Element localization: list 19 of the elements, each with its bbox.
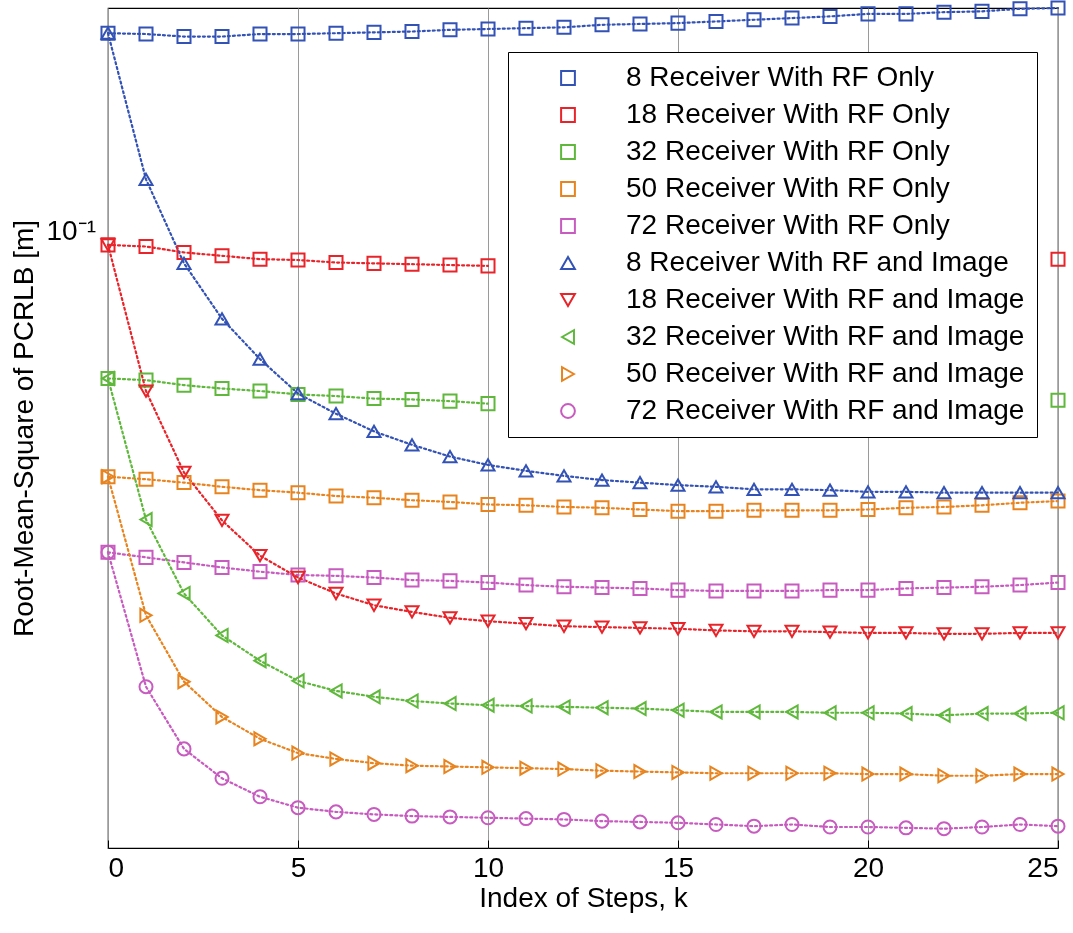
legend-label: 18 Receiver With RF and Image bbox=[626, 283, 1025, 314]
y-axis-title: Root-Mean-Square of PCRLB [m] bbox=[7, 219, 39, 638]
x-axis-title: Index of Steps, k bbox=[479, 881, 689, 913]
x-tick-label: 0 bbox=[108, 851, 125, 883]
legend-label: 50 Receiver With RF and Image bbox=[626, 357, 1025, 388]
text: 10⁻¹ bbox=[46, 215, 96, 246]
x-tick-label: 5 bbox=[290, 851, 307, 883]
legend-label: 32 Receiver With RF and Image bbox=[626, 320, 1025, 351]
legend-label: 8 Receiver With RF and Image bbox=[626, 246, 1009, 277]
legend-label: 50 Receiver With RF Only bbox=[626, 172, 950, 203]
x-tick-label: 20 bbox=[852, 851, 885, 883]
legend-label: 32 Receiver With RF Only bbox=[626, 135, 950, 166]
x-tick-label: 15 bbox=[662, 851, 695, 883]
x-tick-label: 25 bbox=[1027, 851, 1059, 883]
legend-label: 72 Receiver With RF Only bbox=[626, 209, 950, 240]
legend-label: 8 Receiver With RF Only bbox=[626, 61, 935, 92]
legend-label: 18 Receiver With RF Only bbox=[626, 98, 950, 129]
legend-label: 72 Receiver With RF and Image bbox=[626, 394, 1025, 425]
x-tick-label: 10 bbox=[472, 851, 505, 883]
